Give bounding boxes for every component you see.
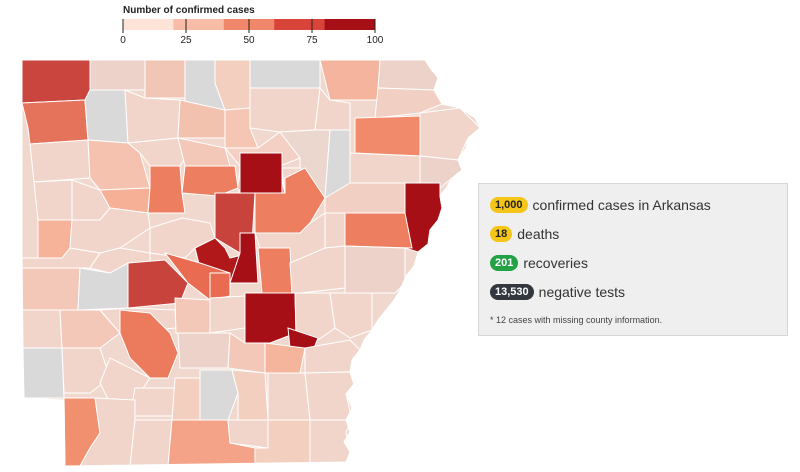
legend-swatch [173, 19, 225, 30]
county [374, 87, 443, 119]
negative-badge: 13,530 [490, 284, 534, 300]
county [264, 342, 306, 374]
legend-swatch [324, 19, 376, 30]
county [22, 99, 89, 145]
county [249, 87, 321, 133]
county [171, 377, 201, 421]
county [181, 165, 239, 197]
county [22, 309, 63, 349]
stats-panel: 1,000 confirmed cases in Arkansas 18 dea… [478, 183, 788, 336]
legend-tick-label: 100 [367, 35, 384, 46]
legend-swatch [274, 19, 326, 30]
county [257, 247, 293, 294]
county [177, 332, 231, 369]
county [127, 259, 189, 309]
county [344, 212, 413, 249]
arkansas-county-map [21, 59, 481, 467]
county [22, 267, 81, 311]
legend-tick-label: 25 [180, 35, 192, 46]
county [309, 419, 353, 466]
county [329, 292, 373, 339]
county [144, 60, 186, 99]
county [314, 86, 351, 131]
deaths-label: deaths [517, 226, 560, 242]
counties-layer [22, 60, 480, 466]
recoveries-row: 201 recoveries [490, 255, 588, 271]
footnote: * 12 cases with missing county informati… [490, 315, 663, 325]
county [61, 347, 111, 394]
county [209, 295, 246, 334]
legend: Number of confirmed cases 0 25 50 75 100 [120, 5, 384, 46]
county [29, 139, 91, 183]
negative-row: 13,530 negative tests [490, 284, 625, 300]
county [267, 372, 311, 421]
county [249, 60, 321, 89]
confirmed-badge: 1,000 [490, 197, 528, 213]
county [89, 60, 146, 91]
county [119, 309, 179, 379]
legend-ticks: 0 25 50 75 100 [120, 19, 384, 46]
legend-title: Number of confirmed cases [123, 5, 255, 16]
county [199, 369, 239, 421]
county [224, 107, 259, 149]
county [129, 387, 176, 417]
county [349, 152, 421, 184]
county [344, 245, 406, 294]
confirmed-label: confirmed cases in Arkansas [532, 197, 711, 213]
county [84, 89, 129, 144]
negative-label: negative tests [538, 284, 626, 300]
county [324, 212, 346, 249]
county [244, 292, 297, 344]
deaths-badge: 18 [490, 226, 513, 242]
county [129, 419, 173, 466]
legend-swatch [123, 19, 174, 30]
county [354, 115, 421, 157]
county [59, 309, 121, 349]
county [227, 419, 269, 449]
legend-tick-label: 50 [243, 35, 255, 46]
county [79, 397, 136, 466]
county [22, 347, 65, 399]
legend-tick-label: 75 [306, 35, 318, 46]
county [147, 165, 186, 214]
recoveries-label: recoveries [523, 255, 588, 271]
confirmed-row: 1,000 confirmed cases in Arkansas [490, 197, 711, 213]
legend-tick-label: 0 [120, 35, 126, 46]
county [239, 152, 283, 194]
recoveries-badge: 201 [490, 255, 519, 271]
county [377, 60, 439, 91]
county [33, 179, 73, 221]
county [174, 297, 211, 334]
state-outline [21, 59, 481, 467]
county [22, 60, 91, 104]
county [209, 272, 231, 301]
county [294, 292, 336, 341]
county [229, 232, 259, 284]
deaths-row: 18 deaths [490, 226, 559, 242]
county [319, 60, 381, 101]
